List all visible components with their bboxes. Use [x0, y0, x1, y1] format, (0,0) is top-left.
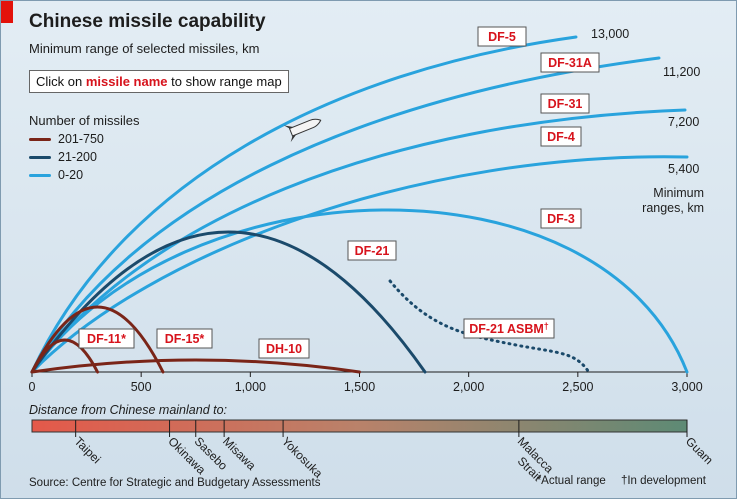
minimum-ranges-label: Minimum ranges, km — [642, 186, 704, 216]
label-box — [540, 208, 582, 229]
distance-scale-title: Distance from Chinese mainland to: — [29, 403, 228, 417]
destination-word: Taipei — [72, 434, 104, 466]
missile-name-box-df-3[interactable]: DF-3 — [540, 208, 582, 229]
range-value-label: 7,200 — [668, 115, 699, 129]
trajectory-df-4 — [30, 155, 689, 374]
chart-subtitle: Minimum range of selected missiles, km — [29, 41, 260, 56]
destination-word: Guam — [683, 434, 716, 467]
legend-swatch — [29, 155, 51, 159]
destination-label-guam: Guam — [683, 434, 716, 467]
trajectory-df-3 — [30, 208, 689, 374]
legend-title: Number of missiles — [29, 113, 140, 128]
range-value-label: 11,200 — [663, 65, 700, 79]
missile-name-box-df-31a[interactable]: DF-31A — [540, 52, 600, 73]
missile-name-label: DF-4 — [547, 130, 575, 144]
missile-name-box-df-11[interactable]: DF-11* — [78, 328, 135, 349]
missile-name-label: DH-10 — [266, 342, 302, 356]
missile-name-label: DF-21 — [355, 244, 390, 258]
trajectory-dh-10 — [30, 358, 361, 374]
label-box — [477, 26, 527, 47]
x-tick-label: 0 — [29, 380, 36, 394]
missile-name-box-df-21-asbm[interactable]: DF-21 ASBM† — [463, 318, 555, 339]
missile-name-label: DF-31A — [548, 56, 592, 70]
rocket-fin — [290, 134, 297, 143]
missile-name-box-df-31[interactable]: DF-31 — [540, 93, 590, 114]
x-tick-label: 1,000 — [235, 380, 266, 394]
instruction-emphasis: missile name — [85, 74, 168, 89]
label-box — [156, 328, 213, 349]
range-value-label: 13,000 — [591, 27, 629, 41]
label-box — [540, 93, 590, 114]
missile-name-box-df-5[interactable]: DF-5 — [477, 26, 527, 47]
missile-name-box-df-21[interactable]: DF-21 — [347, 240, 397, 261]
legend-item-21-200: 21-200 — [29, 149, 97, 165]
instruction-prefix: Click on — [36, 74, 86, 89]
trajectory-df-11 — [30, 338, 99, 374]
range-value-label: 5,400 — [668, 162, 699, 176]
x-tick-label: 2,500 — [562, 380, 593, 394]
missile-name-label: DF-31 — [548, 97, 583, 111]
footnote-actual-range: *Actual range — [536, 475, 606, 487]
label-box — [347, 240, 397, 261]
brand-corner-mark — [1, 1, 13, 23]
legend-swatch — [29, 137, 51, 141]
label-box — [540, 52, 600, 73]
instruction-suffix: to show range map — [167, 74, 282, 89]
minimum-ranges-line-2: ranges, km — [642, 201, 704, 215]
label-box — [258, 338, 310, 359]
legend-item-201-750: 201-750 — [29, 131, 104, 147]
minimum-ranges-line-1: Minimum — [653, 186, 704, 200]
legend-label: 201-750 — [58, 132, 104, 146]
destination-label-taipei: Taipei — [72, 434, 104, 466]
distance-scale-bar — [31, 419, 688, 433]
x-tick-label: 1,500 — [344, 380, 375, 394]
source-note: Source: Centre for Strategic and Budgeta… — [29, 477, 321, 489]
label-box — [540, 126, 582, 147]
missile-name-label: DF-3 — [547, 212, 575, 226]
footnotes: *Actual range †In development — [525, 475, 706, 487]
footnote-in-development: †In development — [620, 475, 706, 487]
missile-name-box-df-15[interactable]: DF-15* — [156, 328, 213, 349]
x-tick-label: 500 — [131, 380, 152, 394]
x-tick-label: 2,000 — [453, 380, 484, 394]
missile-name-label: DF-5 — [488, 30, 516, 44]
dagger-mark: † — [544, 321, 549, 331]
missile-name-label: DF-15* — [165, 332, 205, 346]
trajectory-df-31a — [30, 56, 661, 374]
missile-name-label: DF-21 ASBM† — [469, 321, 549, 336]
trajectory-df-15 — [30, 305, 165, 374]
destination-label-yokosuka: Yokosuka — [279, 434, 326, 481]
label-box — [78, 328, 135, 349]
missile-name-box-dh-10[interactable]: DH-10 — [258, 338, 310, 359]
chart-title: Chinese missile capability — [29, 11, 266, 32]
legend-label: 0-20 — [58, 168, 84, 182]
rocket-fin — [283, 125, 294, 129]
label-box — [463, 318, 555, 339]
x-tick-label: 3,000 — [671, 380, 702, 394]
destination-word: Yokosuka — [279, 434, 326, 481]
trajectory-df-5 — [30, 35, 578, 374]
missile-name-box-df-4[interactable]: DF-4 — [540, 126, 582, 147]
trajectory-df-31 — [30, 108, 687, 374]
trajectory-df-21-asbm — [388, 279, 591, 374]
legend-swatch — [29, 173, 51, 177]
trajectory-df-21 — [30, 230, 427, 374]
legend-item-0-20: 0-20 — [29, 167, 83, 183]
rocket-body — [288, 118, 322, 137]
rocket-icon — [283, 118, 322, 143]
missile-name-label: DF-11* — [87, 332, 126, 346]
instruction-box: Click on missile name to show range map — [29, 70, 289, 93]
legend-label: 21-200 — [58, 150, 97, 164]
